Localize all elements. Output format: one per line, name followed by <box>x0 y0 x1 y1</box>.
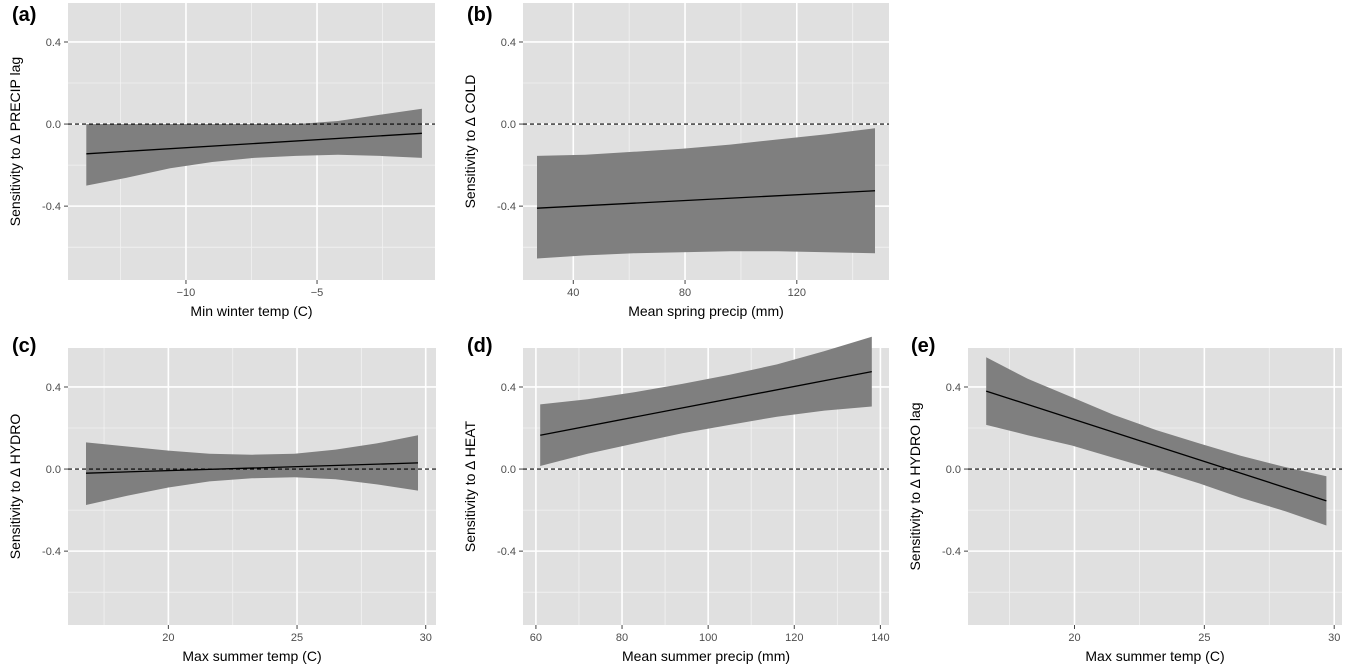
y-tick-label: 0.0 <box>501 119 516 131</box>
y-axis-title: Sensitivity to ∆ HEAT <box>462 420 478 552</box>
x-axis-title: Max summer temp (C) <box>1085 648 1224 664</box>
fitted-line <box>536 190 876 209</box>
x-tick-label: 25 <box>291 632 303 644</box>
x-tick-label: 120 <box>785 632 803 644</box>
y-tick-label: -0.4 <box>42 201 61 213</box>
panel-tag-d: (d) <box>467 335 493 357</box>
y-tick-label: 0.4 <box>946 382 961 394</box>
panel-b: 40 80 120 -0.4 0.0 0.4 Mean spring precip (mm)… <box>462 3 889 319</box>
fitted-line <box>540 370 872 436</box>
x-tick-label: 120 <box>788 287 806 299</box>
confidence-band <box>86 108 422 186</box>
panel-tag-a: (a) <box>12 4 37 26</box>
y-axis-title: Sensitivity to ∆ HYDRO <box>7 414 23 560</box>
x-tick-label: 80 <box>679 287 691 299</box>
x-tick-label: 30 <box>1328 632 1340 644</box>
x-tick-label: 20 <box>162 632 174 644</box>
y-tick-label: 0.0 <box>501 464 516 476</box>
x-tick-label: −5 <box>311 287 324 299</box>
x-tick-label: 100 <box>699 632 717 644</box>
y-tick-label: 0.0 <box>46 464 61 476</box>
x-tick-label: 40 <box>567 287 579 299</box>
y-tick-label: -0.4 <box>942 546 961 558</box>
x-tick-label: 140 <box>871 632 889 644</box>
fitted-line <box>985 390 1327 502</box>
y-tick-label: 0.4 <box>46 382 61 394</box>
y-tick-label: 0.0 <box>46 119 61 131</box>
y-tick-label: -0.4 <box>42 546 61 558</box>
panel-a: −10 −5 -0.4 0.0 0.4 Min winter temp (C) Sensit… <box>7 3 435 319</box>
x-axis-title: Mean spring precip (mm) <box>628 303 784 319</box>
y-tick-label: 0.4 <box>501 37 516 49</box>
confidence-band <box>986 357 1327 526</box>
x-axis-title: Min winter temp (C) <box>190 303 312 319</box>
fitted-line <box>85 462 419 474</box>
x-axis-title: Max summer temp (C) <box>182 648 321 664</box>
x-tick-label: 30 <box>420 632 432 644</box>
panel-e: 20 25 30 -0.4 0.0 0.4 Max summer temp (C) Sensi… <box>907 348 1342 664</box>
y-tick-label: 0.0 <box>946 464 961 476</box>
x-tick-label: 60 <box>530 632 542 644</box>
x-axis-title: Mean summer precip (mm) <box>622 648 790 664</box>
panel-tag-e: (e) <box>911 335 936 357</box>
x-tick-label: −10 <box>177 287 196 299</box>
y-axis-title: Sensitivity to ∆ PRECIP lag <box>7 57 23 226</box>
y-axis-title: Sensitivity to ∆ COLD <box>462 75 478 209</box>
confidence-band <box>537 128 875 259</box>
confidence-band <box>540 336 872 466</box>
panel-tag-c: (c) <box>12 335 37 357</box>
panel-c: 20 25 30 -0.4 0.0 0.4 Max summer temp (C) Sensi… <box>7 348 436 664</box>
fitted-line <box>86 132 422 155</box>
x-tick-label: 25 <box>1198 632 1210 644</box>
y-tick-label: -0.4 <box>497 201 516 213</box>
y-tick-label: -0.4 <box>497 546 516 558</box>
y-tick-label: 0.4 <box>46 37 61 49</box>
x-tick-label: 20 <box>1068 632 1080 644</box>
x-tick-label: 80 <box>616 632 628 644</box>
y-tick-label: 0.4 <box>501 382 516 394</box>
confidence-band <box>86 435 418 505</box>
y-axis-title: Sensitivity to ∆ HYDRO lag <box>907 402 923 570</box>
panel-d: 60 80 100 120 140 -0.4 0.0 0.4 Mean summer preci… <box>462 336 890 664</box>
panel-tag-b: (b) <box>467 4 493 26</box>
